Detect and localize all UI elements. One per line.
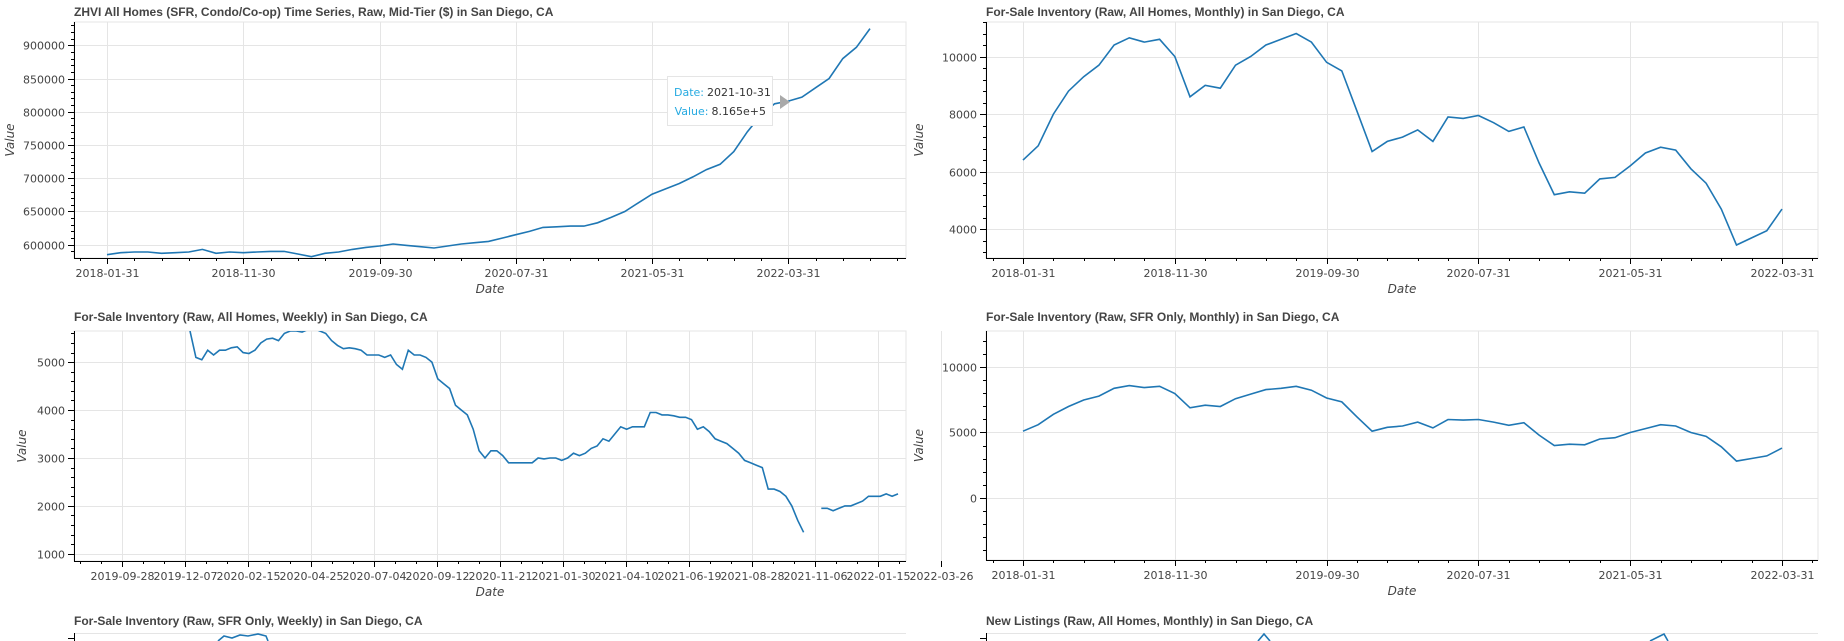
y-tick-label: 600000 bbox=[23, 240, 65, 253]
tooltip-value-value: 8.165e+5 bbox=[711, 105, 766, 118]
chart-inventory-all-weekly: 1000 2000 3000 4000 5000 2019-09-28 2019-12-07… bbox=[15, 330, 974, 599]
x-tick-label: 2018-01-31 bbox=[992, 267, 1056, 280]
y-tick-label: 10000 bbox=[942, 362, 977, 375]
y-tick-label: 8000 bbox=[949, 109, 977, 122]
y-tick-label: 10000 bbox=[942, 52, 977, 65]
x-tick-label: 2020-07-31 bbox=[485, 267, 549, 280]
x-tick-label: 2019-09-28 bbox=[91, 570, 155, 583]
plot-frame bbox=[73, 21, 907, 259]
y-tick-label: 2000 bbox=[37, 501, 65, 514]
chart-inventory-sfr-weekly bbox=[68, 633, 906, 641]
plot-frame bbox=[985, 330, 1819, 561]
x-tick-label: 2018-11-30 bbox=[1144, 569, 1208, 582]
y-tick-label: 5000 bbox=[949, 427, 977, 440]
series-line-glimpse bbox=[217, 633, 269, 641]
x-tick-label: 2022-01-15 bbox=[847, 570, 911, 583]
x-tick-label: 2019-09-30 bbox=[1296, 569, 1360, 582]
x-tick-label: 2019-12-07 bbox=[154, 570, 218, 583]
y-tick-label: 900000 bbox=[23, 40, 65, 53]
y-tick-label: 6000 bbox=[949, 167, 977, 180]
y-tick-label: 800000 bbox=[23, 107, 65, 120]
x-tick-label: 2020-07-31 bbox=[1447, 267, 1511, 280]
series-line-glimpse bbox=[1649, 632, 1669, 641]
x-tick-label: 2020-02-15 bbox=[217, 570, 281, 583]
x-tick-label: 2018-11-30 bbox=[212, 267, 276, 280]
series-line-glimpse bbox=[1257, 632, 1271, 641]
x-tick-label: 2021-08-28 bbox=[721, 570, 785, 583]
y-tick-label: 0 bbox=[970, 493, 977, 506]
x-tick-label: 2022-03-31 bbox=[757, 267, 821, 280]
y-axis-label: Value bbox=[912, 123, 926, 156]
series-line bbox=[189, 331, 899, 533]
tooltip-pointer-icon bbox=[780, 95, 790, 109]
x-tick-label: 2020-07-04 bbox=[343, 570, 407, 583]
x-tick-label: 2018-11-30 bbox=[1144, 267, 1208, 280]
chart-inventory-sfr-monthly: 0 5000 10000 2018-01-31 2018-11-30 2019-09-30… bbox=[912, 330, 1819, 598]
chart-title-inventory-sfr-weekly: For-Sale Inventory (Raw, SFR Only, Weekl… bbox=[74, 614, 423, 628]
x-tick-label: 2021-04-10 bbox=[595, 570, 659, 583]
x-tick-label: 2019-09-30 bbox=[1296, 267, 1360, 280]
plot-frame bbox=[73, 330, 907, 562]
y-tick-label: 850000 bbox=[23, 74, 65, 87]
x-tick-label: 2021-05-31 bbox=[621, 267, 685, 280]
tooltip-date-value: 2021-10-31 bbox=[707, 86, 771, 99]
chart-title-inventory-all-weekly: For-Sale Inventory (Raw, All Homes, Week… bbox=[74, 310, 428, 324]
y-tick-label: 1000 bbox=[37, 549, 65, 562]
chart-new-listings bbox=[980, 633, 1818, 641]
x-axis-label: Date bbox=[476, 282, 505, 296]
chart-title-zhvi: ZHVI All Homes (SFR, Condo/Co-op) Time S… bbox=[74, 5, 554, 19]
x-tick-label: 2022-03-31 bbox=[1751, 267, 1815, 280]
x-tick-label: 2021-01-30 bbox=[532, 570, 596, 583]
x-axis-label: Date bbox=[1388, 282, 1417, 296]
y-tick-label: 650000 bbox=[23, 206, 65, 219]
x-tick-label: 2020-09-12 bbox=[406, 570, 470, 583]
x-tick-label: 2022-03-31 bbox=[1751, 569, 1815, 582]
chart-inventory-all-monthly: 4000 6000 8000 10000 2018-01-31 2018-11-30 201… bbox=[912, 21, 1819, 296]
x-axis-label: Date bbox=[476, 585, 505, 599]
x-tick-label: 2018-01-31 bbox=[76, 267, 140, 280]
y-tick-label: 700000 bbox=[23, 173, 65, 186]
tooltip-date-key: Date: bbox=[674, 86, 704, 99]
series-line bbox=[1022, 32, 1783, 247]
chart-zhvi: 600000 650000 700000 750000 800000 850000 9000… bbox=[3, 21, 907, 296]
chart-title-new-listings: New Listings (Raw, All Homes, Monthly) i… bbox=[986, 614, 1314, 628]
hover-tooltip: Date: 2021-10-31 Value: 8.165e+5 bbox=[667, 76, 773, 126]
x-tick-label: 2018-01-31 bbox=[992, 569, 1056, 582]
x-tick-label: 2020-07-31 bbox=[1447, 569, 1511, 582]
x-tick-label: 2019-09-30 bbox=[349, 267, 413, 280]
tooltip-value-key: Value: bbox=[674, 105, 709, 118]
y-axis-label: Value bbox=[15, 429, 29, 462]
y-tick-label: 750000 bbox=[23, 140, 65, 153]
x-tick-label: 2021-05-31 bbox=[1599, 569, 1663, 582]
x-tick-label: 2021-05-31 bbox=[1599, 267, 1663, 280]
x-axis-label: Date bbox=[1388, 584, 1417, 598]
chart-title-inventory-all-monthly: For-Sale Inventory (Raw, All Homes, Mont… bbox=[986, 5, 1345, 19]
x-tick-label: 2020-11-21 bbox=[469, 570, 533, 583]
x-tick-label: 2021-11-06 bbox=[784, 570, 848, 583]
x-tick-label: 2021-06-19 bbox=[658, 570, 722, 583]
y-axis-label: Value bbox=[912, 429, 926, 462]
y-tick-label: 4000 bbox=[949, 224, 977, 237]
y-tick-label: 4000 bbox=[37, 405, 65, 418]
y-tick-label: 5000 bbox=[37, 357, 65, 370]
x-tick-label: 2022-03-26 bbox=[910, 570, 974, 583]
y-axis-label: Value bbox=[3, 123, 17, 156]
series-line bbox=[1022, 384, 1783, 462]
chart-title-inventory-sfr-monthly: For-Sale Inventory (Raw, SFR Only, Month… bbox=[986, 310, 1340, 324]
x-tick-label: 2020-04-25 bbox=[280, 570, 344, 583]
series-line bbox=[106, 28, 871, 258]
y-tick-label: 3000 bbox=[37, 453, 65, 466]
